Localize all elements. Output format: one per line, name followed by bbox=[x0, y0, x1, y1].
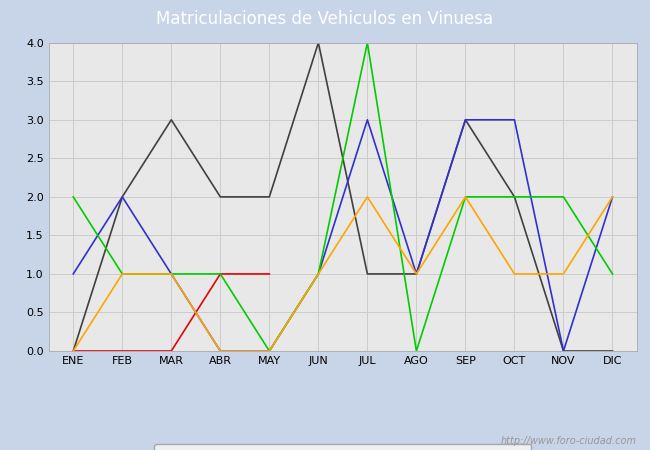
Text: Matriculaciones de Vehiculos en Vinuesa: Matriculaciones de Vehiculos en Vinuesa bbox=[157, 10, 493, 28]
Legend: 2024, 2023, 2022, 2021, 2020: 2024, 2023, 2022, 2021, 2020 bbox=[155, 444, 531, 450]
Text: http://www.foro-ciudad.com: http://www.foro-ciudad.com bbox=[501, 436, 637, 446]
